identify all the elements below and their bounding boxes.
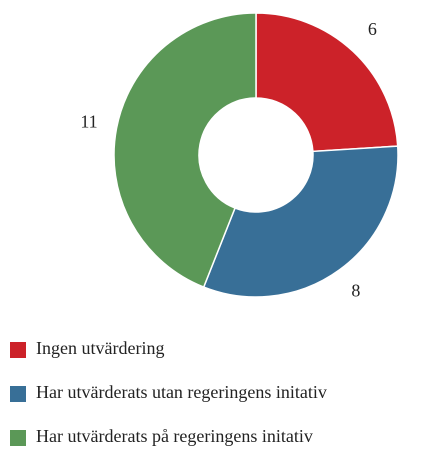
- legend-swatch: [10, 342, 26, 358]
- donut-slice: [255, 12, 399, 153]
- legend-label: Har utvärderats utan regeringens initati…: [36, 382, 327, 402]
- data-label: 8: [351, 281, 360, 301]
- legend-label: Ingen utvärdering: [36, 338, 164, 358]
- donut-slice: [113, 12, 257, 289]
- donut-slice: [202, 145, 399, 298]
- legend-swatch: [10, 430, 26, 446]
- legend-label: Har utvärderats på regeringens initativ: [36, 426, 313, 446]
- legend-swatch: [10, 386, 26, 402]
- data-label: 6: [368, 19, 377, 39]
- data-label: 11: [80, 111, 97, 131]
